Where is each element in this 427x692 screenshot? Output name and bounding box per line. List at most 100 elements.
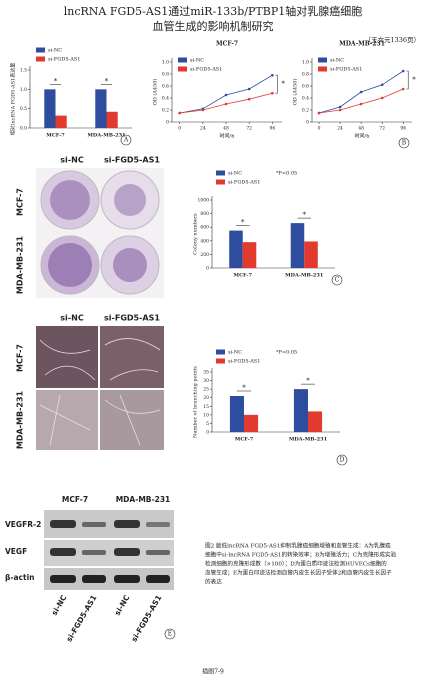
- caption: 血管生成；E为蛋白印迹法检测血管内皮生长因子受体2和血管内皮生长因子: [205, 569, 392, 577]
- y-tick-label: 1.5: [20, 68, 27, 74]
- legend-label: si-NC: [330, 58, 344, 64]
- y-axis-label: OD (A450): [152, 79, 159, 106]
- title: lncRNA FGD5-AS1通过miR-133b/PTBP1轴对乳腺癌细胞: [64, 4, 362, 18]
- point: [201, 108, 205, 112]
- x-tick-label: MDA-MB-231: [289, 437, 327, 443]
- sig-bracket: [406, 70, 409, 90]
- author-note: （王文元1336页）: [364, 35, 420, 44]
- caption: 的表达: [205, 578, 222, 586]
- legend-swatch: [36, 47, 45, 53]
- y-tick-label: 0.2: [302, 108, 309, 114]
- y-tick-label: 0.8: [162, 72, 169, 78]
- sig-bracket: [275, 74, 278, 94]
- legend-label: si-FGD5-AS1: [228, 359, 260, 365]
- significance: *: [241, 219, 245, 227]
- x-tick-label: 24: [200, 126, 206, 132]
- y-axis-label: 相对lncRNA FGD5-AS1表达量: [10, 63, 17, 136]
- y-tick-label: 1000: [198, 198, 210, 204]
- significance: *: [105, 77, 109, 85]
- col-label: si-FGD5-AS1: [104, 314, 160, 323]
- y-tick-label: 0.2: [162, 108, 169, 114]
- panel-label: D: [340, 457, 345, 464]
- lane-label: si-FGD5-AS1: [64, 594, 98, 644]
- bar: [44, 89, 56, 128]
- y-tick-label: 30: [203, 378, 209, 384]
- lane-label: si-NC: [50, 593, 69, 617]
- x-tick-label: 0: [178, 126, 181, 132]
- significance: *: [54, 77, 58, 85]
- panel-label: C: [335, 277, 340, 284]
- significance: *: [412, 76, 416, 84]
- group-label: MDA-MB-231: [116, 495, 171, 504]
- x-tick-label: MCF-7: [46, 133, 65, 139]
- x-tick-label: MCF-7: [235, 437, 254, 443]
- legend-label: si-NC: [48, 48, 62, 54]
- legend-label: si-NC: [190, 58, 204, 64]
- y-tick-label: 0: [206, 266, 209, 272]
- x-tick-label: 24: [337, 126, 343, 132]
- tube-photos: [36, 326, 164, 450]
- y-tick-label: 0.0: [20, 126, 27, 132]
- legend-swatch: [216, 349, 225, 355]
- x-tick-label: 48: [223, 126, 229, 132]
- y-tick-label: 20: [203, 395, 209, 401]
- point: [224, 93, 228, 97]
- y-tick-label: 25: [203, 387, 209, 393]
- significance: *: [281, 80, 285, 88]
- y-tick-label: 0.8: [302, 72, 309, 78]
- panel-label: B: [402, 140, 407, 147]
- panel-badge: [398, 137, 410, 149]
- point: [247, 97, 251, 101]
- y-tick-label: 0: [306, 120, 309, 126]
- legend-label: si-FGD5-AS1: [48, 57, 80, 63]
- legend-label: si-FGD5-AS1: [190, 67, 222, 73]
- col-label: si-NC: [60, 156, 84, 165]
- significance: *: [306, 377, 310, 385]
- legend-label: si-NC: [228, 171, 242, 177]
- colony-photos: [36, 168, 164, 298]
- x-tick-label: 72: [246, 126, 252, 132]
- y-tick-label: 800: [200, 211, 209, 217]
- panel-badge: [331, 274, 343, 286]
- bar: [308, 411, 323, 432]
- bar: [106, 111, 118, 128]
- point: [338, 108, 342, 112]
- point: [338, 105, 342, 109]
- legend-swatch: [178, 66, 187, 72]
- x-axis-label: 时间/h: [355, 133, 371, 140]
- bar: [229, 230, 243, 268]
- y-axis-label: Colony numbers: [193, 213, 199, 255]
- caption: 图2 敲低lncRNA FGD5-AS1抑制乳腺癌细胞增殖和血管生成：A为乳腺癌: [205, 542, 391, 550]
- row-label: MDA-MB-231: [16, 235, 25, 294]
- legend-swatch: [36, 56, 45, 62]
- x-tick-label: 96: [400, 126, 406, 132]
- group-label: MCF-7: [62, 495, 88, 504]
- legend-swatch: [318, 66, 327, 72]
- legend-label: si-FGD5-AS1: [228, 180, 260, 186]
- band-label: β-actin: [5, 573, 34, 582]
- legend-swatch: [216, 358, 225, 364]
- point: [247, 87, 251, 91]
- y-tick-label: 1.0: [162, 60, 169, 66]
- caption: 检测细胞的克隆形成数（×100）；D为蛋白质印迹法检测HUVECs细胞的: [205, 560, 387, 568]
- bar: [242, 242, 257, 268]
- x-tick-label: 96: [269, 126, 275, 132]
- point: [401, 69, 405, 73]
- y-tick-label: 1.0: [20, 87, 27, 93]
- y-tick-label: 0.5: [20, 106, 27, 112]
- chart-title: MCF-7: [216, 41, 238, 48]
- title: 血管生成的影响机制研究: [153, 19, 274, 33]
- x-axis-label: 时间/h: [220, 133, 236, 140]
- y-tick-label: 10: [203, 412, 209, 418]
- x-tick-label: 72: [379, 126, 385, 132]
- panel-badge: [336, 454, 348, 466]
- significance: *: [242, 384, 246, 392]
- y-tick-label: 0: [206, 430, 209, 436]
- x-tick-label: 48: [358, 126, 364, 132]
- band-label: VEGF: [5, 547, 27, 556]
- point: [359, 102, 363, 106]
- point: [224, 102, 228, 106]
- y-tick-label: 35: [203, 370, 209, 376]
- significance: *: [303, 211, 307, 219]
